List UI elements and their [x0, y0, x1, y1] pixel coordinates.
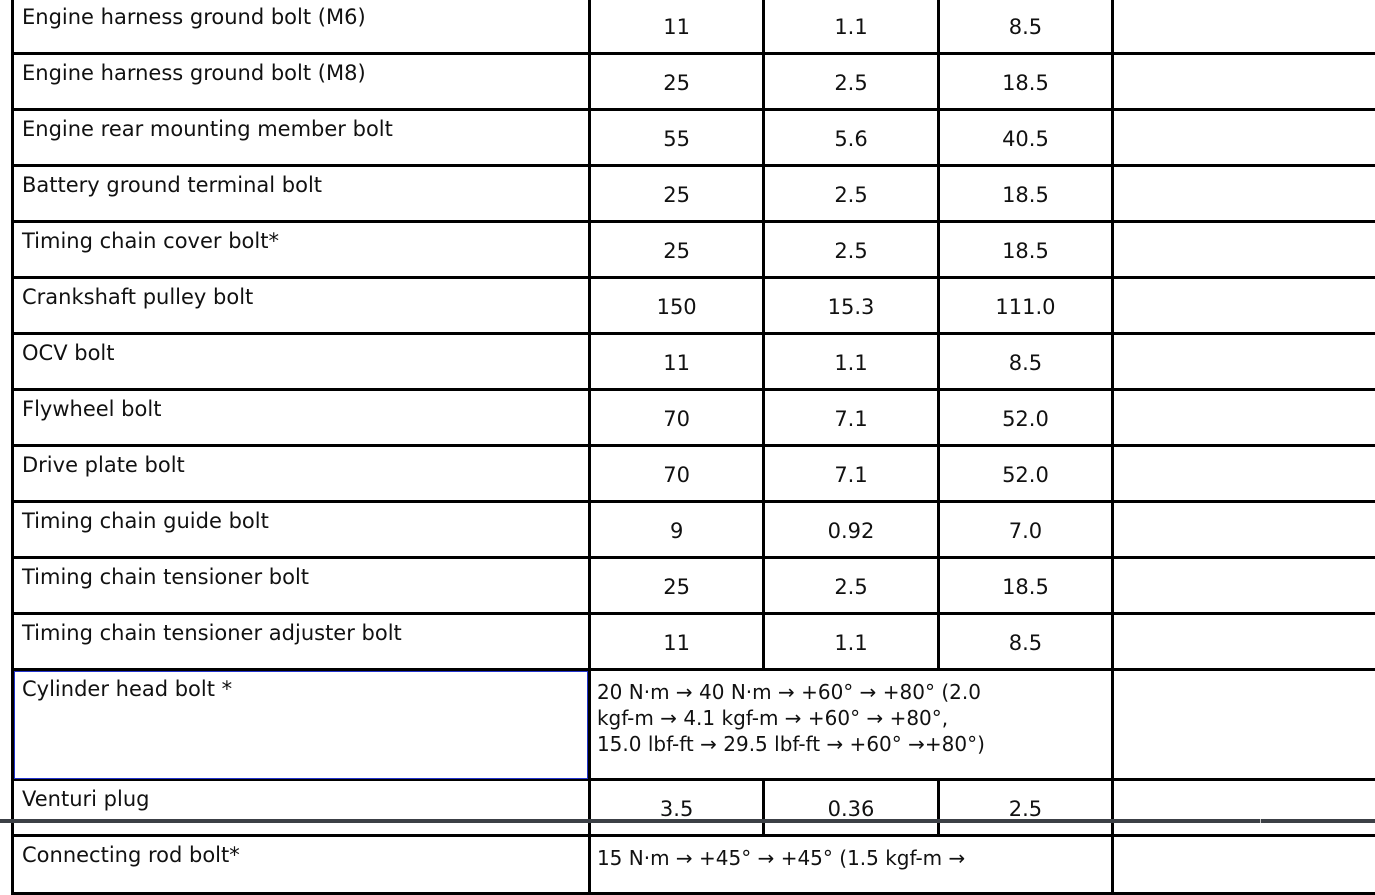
- table-row-cylinder-head: Cylinder head bolt * 20 N·m → 40 N·m → +…: [13, 670, 1375, 780]
- spec-line: 20 N·m → 40 N·m → +60° → +80° (2.0: [597, 679, 1105, 705]
- divider: [1260, 819, 1261, 823]
- cell-name: Venturi plug: [13, 780, 590, 836]
- cell-kgf: 7.1: [764, 390, 938, 446]
- spec-line: kgf-m → 4.1 kgf-m → +60° → +80°,: [597, 705, 1105, 731]
- cell-blank: [1113, 334, 1375, 390]
- cell-name: Connecting rod bolt*: [13, 836, 590, 894]
- cell-name: Flywheel bolt: [13, 390, 590, 446]
- table-row-connecting-rod: Connecting rod bolt* 15 N·m → +45° → +45…: [13, 836, 1375, 894]
- cell-kgf: 1.1: [764, 334, 938, 390]
- cell-lbf: 18.5: [938, 54, 1112, 110]
- cell-nm: 9: [589, 502, 763, 558]
- cell-blank: [1113, 558, 1375, 614]
- cell-name: Timing chain guide bolt: [13, 502, 590, 558]
- cell-lbf: 40.5: [938, 110, 1112, 166]
- cell-nm: 25: [589, 54, 763, 110]
- cell-lbf: 18.5: [938, 166, 1112, 222]
- cell-nm: 25: [589, 166, 763, 222]
- cell-name: Timing chain cover bolt*: [13, 222, 590, 278]
- cell-kgf: 2.5: [764, 558, 938, 614]
- cell-blank: [1113, 166, 1375, 222]
- cell-nm: 11: [589, 334, 763, 390]
- cell-blank: [1113, 614, 1375, 670]
- cell-kgf: 0.36: [764, 780, 938, 836]
- cell-kgf: 15.3: [764, 278, 938, 334]
- cell-blank: [1113, 446, 1375, 502]
- cell-kgf: 7.1: [764, 446, 938, 502]
- cell-kgf: 2.5: [764, 222, 938, 278]
- cell-name: Drive plate bolt: [13, 446, 590, 502]
- cell-lbf: 8.5: [938, 334, 1112, 390]
- cell-name: Battery ground terminal bolt: [13, 166, 590, 222]
- cell-name[interactable]: Cylinder head bolt *: [13, 670, 590, 780]
- cell-lbf: 8.5: [938, 0, 1112, 54]
- spec-line: 15.0 lbf-ft → 29.5 lbf-ft → +60° →+80°): [597, 731, 1105, 757]
- cell-blank: [1113, 836, 1375, 894]
- cell-nm: 70: [589, 446, 763, 502]
- cell-blank: [1113, 390, 1375, 446]
- cell-blank: [1113, 54, 1375, 110]
- cell-blank: [1113, 670, 1375, 780]
- cell-blank: [1113, 278, 1375, 334]
- cell-nm: 25: [589, 558, 763, 614]
- cell-nm: 25: [589, 222, 763, 278]
- cell-kgf: 2.5: [764, 54, 938, 110]
- cell-lbf: 2.5: [938, 780, 1112, 836]
- cell-name: Engine harness ground bolt (M6): [13, 0, 590, 54]
- cell-blank: [1113, 780, 1375, 836]
- cell-kgf: 2.5: [764, 166, 938, 222]
- cell-nm: 55: [589, 110, 763, 166]
- cell-kgf: 5.6: [764, 110, 938, 166]
- cell-name: Timing chain tensioner bolt: [13, 558, 590, 614]
- cell-blank: [1113, 222, 1375, 278]
- cell-blank: [1113, 0, 1375, 54]
- cell-name: OCV bolt: [13, 334, 590, 390]
- table-row-venturi: Venturi plug 3.5 0.36 2.5: [13, 780, 1375, 836]
- cell-name: Engine harness ground bolt (M8): [13, 54, 590, 110]
- cell-name: Crankshaft pulley bolt: [13, 278, 590, 334]
- cell-nm: 11: [589, 0, 763, 54]
- cell-name: Timing chain tensioner adjuster bolt: [13, 614, 590, 670]
- cell-nm: 11: [589, 614, 763, 670]
- cell-lbf: 18.5: [938, 558, 1112, 614]
- bottom-toolbar-edge: [0, 819, 1375, 823]
- cell-torque-sequence: 15 N·m → +45° → +45° (1.5 kgf-m →: [589, 836, 1112, 894]
- cell-blank: [1113, 502, 1375, 558]
- cell-lbf: 111.0: [938, 278, 1112, 334]
- cell-lbf: 18.5: [938, 222, 1112, 278]
- cell-lbf: 8.5: [938, 614, 1112, 670]
- cell-nm: 3.5: [589, 780, 763, 836]
- cell-name: Engine rear mounting member bolt: [13, 110, 590, 166]
- cell-lbf: 52.0: [938, 390, 1112, 446]
- cell-torque-sequence: 20 N·m → 40 N·m → +60° → +80° (2.0 kgf-m…: [589, 670, 1112, 780]
- cell-nm: 150: [589, 278, 763, 334]
- cell-kgf: 0.92: [764, 502, 938, 558]
- cell-kgf: 1.1: [764, 0, 938, 54]
- cell-lbf: 7.0: [938, 502, 1112, 558]
- cell-blank: [1113, 110, 1375, 166]
- cell-kgf: 1.1: [764, 614, 938, 670]
- cell-nm: 70: [589, 390, 763, 446]
- cell-lbf: 52.0: [938, 446, 1112, 502]
